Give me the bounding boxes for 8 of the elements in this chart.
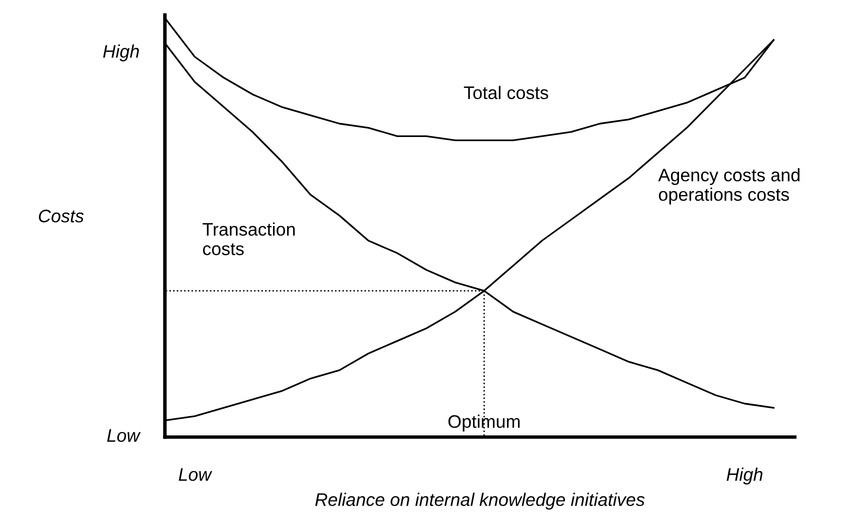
series-label: Transaction costs	[202, 222, 295, 256]
series-label: Agency costs and operations costs	[658, 168, 800, 204]
annotation: Optimum	[448, 414, 520, 432]
y-axis-title: Costs	[38, 210, 84, 222]
text: High	[103, 44, 139, 62]
series-label: Total costs	[464, 86, 548, 100]
x-axis-title: Reliance on internal knowledge initiatives	[315, 492, 645, 510]
text: Low	[107, 429, 141, 442]
